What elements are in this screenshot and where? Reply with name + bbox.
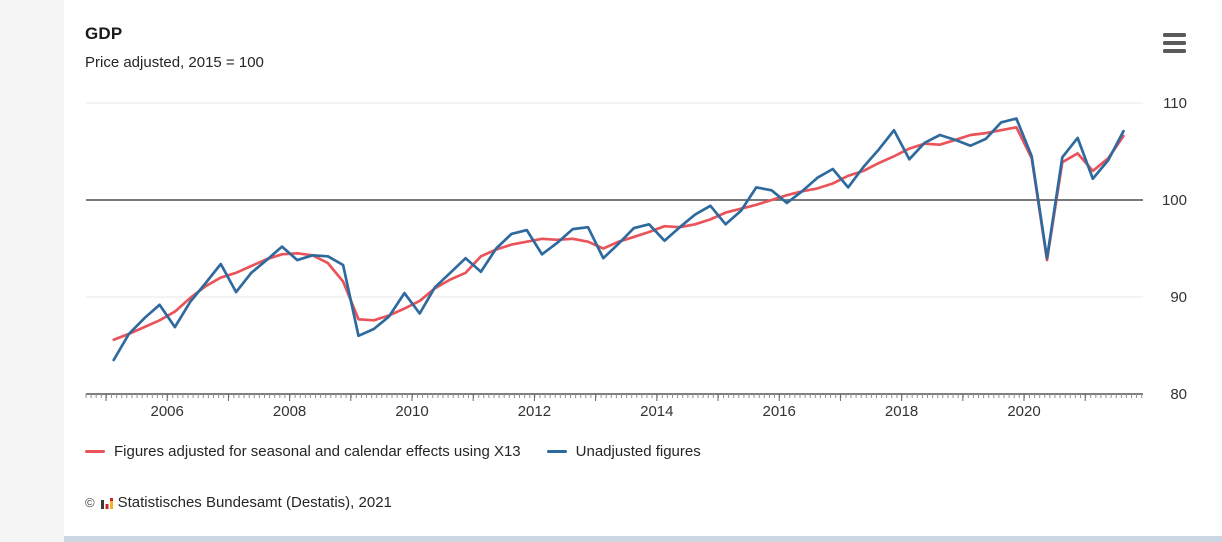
chart-title: GDP [85, 24, 123, 43]
x-tick-label: 2020 [1007, 403, 1040, 420]
y-tick-label: 110 [1163, 95, 1187, 112]
unadjusted-series-line[interactable] [112, 117, 1125, 362]
bottom-accent-strip [64, 536, 1222, 542]
x-tick-label: 2014 [640, 403, 673, 420]
chart-legend: Figures adjusted for seasonal and calend… [85, 443, 701, 460]
copyright-symbol: © [85, 495, 95, 510]
legend-item-adjusted[interactable]: Figures adjusted for seasonal and calend… [85, 443, 521, 460]
chart-card: GDP Price adjusted, 2015 = 100 80 90 100 11… [64, 0, 1222, 536]
legend-item-unadjusted[interactable]: Unadjusted figures [546, 443, 701, 460]
unadjusted-series-swatch-icon [546, 449, 567, 454]
source-footer: © Statistisches Bundesamt (Destatis), 20… [85, 494, 392, 511]
hamburger-menu-icon[interactable] [1163, 33, 1186, 53]
adjusted-series-swatch-icon [85, 449, 105, 454]
x-tick-label: 2018 [885, 403, 918, 420]
page-left-margin [0, 0, 64, 542]
x-tick-label: 2006 [151, 403, 184, 420]
y-tick-label: 80 [1170, 386, 1187, 403]
y-tick-label: 100 [1162, 192, 1187, 209]
chart-subtitle: Price adjusted, 2015 = 100 [85, 54, 264, 71]
source-text: Statistisches Bundesamt (Destatis), 2021 [117, 494, 392, 511]
legend-label-unadjusted: Unadjusted figures [575, 443, 701, 460]
x-tick-label: 2008 [273, 403, 306, 420]
y-tick-label: 90 [1170, 289, 1187, 306]
x-tick-label: 2012 [518, 403, 551, 420]
gdp-line-chart[interactable]: 80 90 100 110 2006 2008 2010 2012 2014 2016 2018 20… [64, 0, 1222, 435]
destatis-logo-icon [100, 497, 113, 509]
legend-label-adjusted: Figures adjusted for seasonal and calend… [114, 443, 521, 460]
adjusted-series-line[interactable] [112, 125, 1125, 342]
x-tick-label: 2016 [763, 403, 796, 420]
x-tick-label: 2010 [395, 403, 428, 420]
